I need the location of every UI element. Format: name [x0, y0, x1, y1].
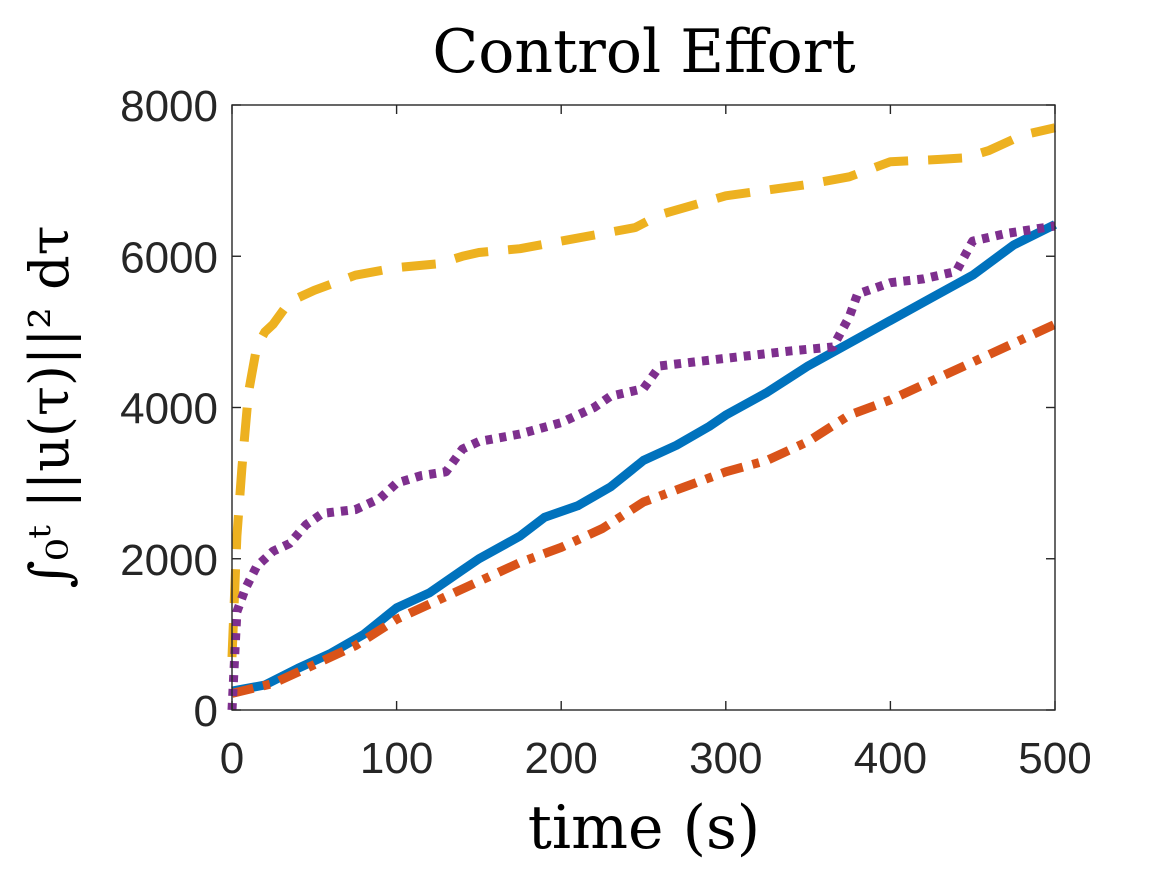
series-line-1: [227, 123, 1057, 658]
x-tick-label: 400: [854, 734, 927, 783]
y-tick-label: 4000: [120, 385, 218, 434]
y-tick-label: 2000: [120, 536, 218, 585]
x-tick-label: 0: [220, 734, 244, 783]
x-tick-label: 100: [360, 734, 433, 783]
series-line-4: [227, 221, 1056, 711]
y-tick-label: 6000: [120, 233, 218, 282]
x-tick-label: 500: [1018, 734, 1091, 783]
plot-frame: [231, 104, 1056, 711]
series-line-3: [230, 320, 1057, 698]
series-layer: [227, 123, 1057, 711]
series-line-2: [231, 220, 1057, 696]
chart-title: Control Effort: [432, 17, 855, 87]
x-tick-label: 200: [524, 734, 597, 783]
y-tick-label: 0: [194, 687, 218, 736]
y-axis-label: ∫₀ᵗ ||u(τ)||² dτ: [18, 225, 81, 588]
y-tick-label: 8000: [120, 82, 218, 131]
x-tick-label: 300: [689, 734, 762, 783]
ticks-layer: 0 100 200 300 400 500 0 2000 4000 6000 8000: [120, 82, 1092, 783]
x-axis-label: time (s): [528, 793, 760, 863]
